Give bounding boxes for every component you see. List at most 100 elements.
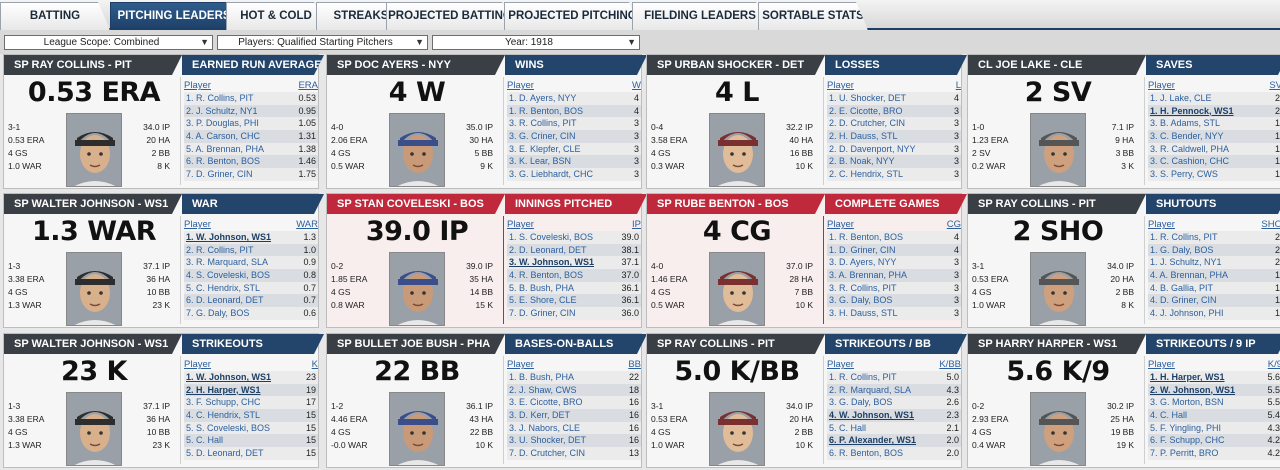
list-item[interactable]: 1. H. Pennock, WS1 2 xyxy=(1148,104,1280,118)
column-player[interactable]: Player xyxy=(184,219,211,230)
list-item[interactable]: 5. D. Leonard, DET 15 xyxy=(184,447,318,460)
column-stat[interactable]: CG xyxy=(946,219,961,230)
leader-name[interactable]: 5. B. Bush, PHA xyxy=(509,282,575,293)
player-photo[interactable] xyxy=(389,252,445,326)
leader-name[interactable]: 3. E. Klepfer, CLE xyxy=(509,143,581,154)
category-header[interactable]: LOSSES xyxy=(825,55,967,75)
leader-name[interactable]: 3. G. Daly, BOS xyxy=(829,397,893,408)
list-item[interactable]: 4. A. Carson, CHC 1.31 xyxy=(184,130,318,143)
list-item[interactable]: 7. D. Griner, CIN 1.75 xyxy=(184,168,318,181)
tab-projected-batting[interactable]: PROJECTED BATTING xyxy=(386,2,514,30)
leader-name[interactable]: 1. S. Coveleski, BOS xyxy=(509,232,594,242)
leader-name[interactable]: 1. U. Shocker, DET xyxy=(829,93,907,103)
list-item[interactable]: 4. W. Johnson, WS1 2.3 xyxy=(827,409,961,422)
list-item[interactable]: 5. C. Hall 2.1 xyxy=(827,421,961,435)
leader-name[interactable]: 4. W. Johnson, WS1 xyxy=(829,410,915,421)
list-item[interactable]: 3. R. Caldwell, PHA 1 xyxy=(1148,142,1280,156)
category-header[interactable]: STRIKEOUTS xyxy=(182,334,324,354)
list-item[interactable]: 2. J. Schultz, NY1 0.95 xyxy=(184,104,318,118)
column-stat[interactable]: K xyxy=(311,359,318,370)
leader-name[interactable]: 7. D. Griner, CIN xyxy=(509,308,576,319)
leader-name[interactable]: 6. R. Benton, BOS xyxy=(829,448,904,459)
list-item[interactable]: 7. D. Griner, CIN 36.0 xyxy=(507,307,641,320)
list-item[interactable]: 3. G. Daly, BOS 2.6 xyxy=(827,396,961,410)
category-header[interactable]: EARNED RUN AVERAGE xyxy=(182,55,324,75)
leader-name[interactable]: 1. R. Collins, PIT xyxy=(186,93,254,103)
column-player[interactable]: Player xyxy=(827,219,854,230)
player-photo[interactable] xyxy=(709,252,765,326)
tab-sortable-stats[interactable]: SORTABLE STATS xyxy=(758,2,868,30)
list-item[interactable]: 6. D. Leonard, DET 0.7 xyxy=(184,294,318,308)
leader-name[interactable]: 4. S. Coveleski, BOS xyxy=(186,270,271,281)
leader-name[interactable]: 2. D. Davenport, NYY xyxy=(829,143,916,154)
leader-name[interactable]: 1. R. Collins, PIT xyxy=(829,372,897,382)
leader-name[interactable]: 3. R. Marquard, SLA xyxy=(186,257,269,268)
column-stat[interactable]: K/BB xyxy=(939,359,961,370)
category-header[interactable]: STRIKEOUTS / 9 IP xyxy=(1146,334,1280,354)
list-item[interactable]: 1. R. Collins, PIT 5.0 xyxy=(827,371,961,384)
list-item[interactable]: 3. E. Klepfer, CLE 3 xyxy=(507,142,641,156)
list-item[interactable]: 3. C. Cashion, CHC 1 xyxy=(1148,155,1280,169)
list-header[interactable]: Player K/9 xyxy=(1148,358,1280,371)
leader-name[interactable]: 3. C. Bender, NYY xyxy=(1150,131,1224,142)
list-header[interactable]: Player L xyxy=(827,79,961,92)
list-item[interactable]: 7. G. Daly, BOS 0.6 xyxy=(184,307,318,320)
leader-name[interactable]: 3. J. Nabors, CLE xyxy=(509,422,581,433)
list-item[interactable]: 1. W. Johnson, WS1 1.3 xyxy=(184,231,318,244)
player-header[interactable]: SP WALTER JOHNSON - WS1 xyxy=(4,334,182,354)
leader-name[interactable]: 5. E. Shore, CLE xyxy=(509,295,577,306)
column-stat[interactable]: IP xyxy=(632,219,641,230)
leader-name[interactable]: 4. B. Gallia, PIT xyxy=(1150,282,1214,293)
list-item[interactable]: 2. D. Leonard, DET 38.1 xyxy=(507,243,641,257)
list-item[interactable]: 5. E. Shore, CLE 36.1 xyxy=(507,294,641,308)
list-item[interactable]: 3. G. Liebhardt, CHC 3 xyxy=(507,168,641,181)
leader-name[interactable]: 5. S. Coveleski, BOS xyxy=(186,422,271,433)
column-stat[interactable]: W xyxy=(632,80,641,91)
column-player[interactable]: Player xyxy=(507,80,534,91)
category-header[interactable]: WAR xyxy=(182,194,324,214)
leader-name[interactable]: 5. D. Leonard, DET xyxy=(186,448,264,459)
leader-name[interactable]: 3. D. Ayers, NYY xyxy=(829,257,897,268)
leader-name[interactable]: 2. C. Hendrix, STL xyxy=(829,169,904,180)
leader-name[interactable]: 3. G. Liebhardt, CHC xyxy=(509,169,594,180)
list-item[interactable]: 5. B. Bush, PHA 36.1 xyxy=(507,281,641,295)
list-item[interactable]: 5. A. Brennan, PHA 1.38 xyxy=(184,142,318,156)
category-header[interactable]: STRIKEOUTS / BB xyxy=(825,334,967,354)
leader-name[interactable]: 3. G. Criner, CIN xyxy=(509,131,576,142)
list-item[interactable]: 2. D. Crutcher, CIN 3 xyxy=(827,117,961,131)
column-stat[interactable]: K/9 xyxy=(1267,359,1280,370)
list-item[interactable]: 3. J. Nabors, CLE 16 xyxy=(507,421,641,435)
list-item[interactable]: 3. P. Douglas, PHI 1.05 xyxy=(184,117,318,131)
leader-name[interactable]: 1. H. Pennock, WS1 xyxy=(1150,105,1234,116)
list-header[interactable]: Player CG xyxy=(827,218,961,231)
list-item[interactable]: 3. R. Marquard, SLA 0.9 xyxy=(184,256,318,270)
list-item[interactable]: 6. P. Alexander, WS1 2.0 xyxy=(827,434,961,448)
category-header[interactable]: SAVES xyxy=(1146,55,1280,75)
list-item[interactable]: 6. R. Benton, BOS 1.46 xyxy=(184,155,318,169)
list-header[interactable]: Player IP xyxy=(507,218,641,231)
list-item[interactable]: 2. H. Dauss, STL 3 xyxy=(827,130,961,143)
list-item[interactable]: 3. F. Schupp, CHC 17 xyxy=(184,396,318,410)
leader-name[interactable]: 2. D. Leonard, DET xyxy=(509,244,587,255)
leader-name[interactable]: 1. H. Harper, WS1 xyxy=(1150,372,1225,382)
list-item[interactable]: 1. U. Shocker, DET 4 xyxy=(827,92,961,105)
player-photo[interactable] xyxy=(1030,252,1086,326)
player-photo[interactable] xyxy=(66,252,122,326)
list-item[interactable]: 4. J. Johnson, PHI 1 xyxy=(1148,307,1280,320)
list-item[interactable]: 1. H. Harper, WS1 5.6 xyxy=(1148,371,1280,384)
column-player[interactable]: Player xyxy=(184,80,211,91)
list-item[interactable]: 2. R. Marquard, SLA 4.3 xyxy=(827,383,961,397)
leader-name[interactable]: 6. R. Benton, BOS xyxy=(186,156,261,167)
leader-name[interactable]: 1. W. Johnson, WS1 xyxy=(186,372,272,382)
list-item[interactable]: 2. B. Noak, NYY 3 xyxy=(827,155,961,169)
leader-name[interactable]: 1. J. Schultz, NY1 xyxy=(1150,257,1222,268)
player-photo[interactable] xyxy=(389,113,445,187)
leader-name[interactable]: 3. P. Douglas, PHI xyxy=(186,118,259,129)
list-item[interactable]: 4. R. Benton, BOS 37.0 xyxy=(507,269,641,282)
leader-name[interactable]: 4. R. Benton, BOS xyxy=(509,270,584,281)
list-item[interactable]: 5. C. Hendrix, STL 0.7 xyxy=(184,281,318,295)
leader-name[interactable]: 1. J. Lake, CLE xyxy=(1150,93,1212,103)
leader-name[interactable]: 3. R. Collins, PIT xyxy=(509,118,577,129)
list-item[interactable]: 1. R. Benton, BOS 4 xyxy=(827,231,961,244)
category-header[interactable]: COMPLETE GAMES xyxy=(825,194,967,214)
